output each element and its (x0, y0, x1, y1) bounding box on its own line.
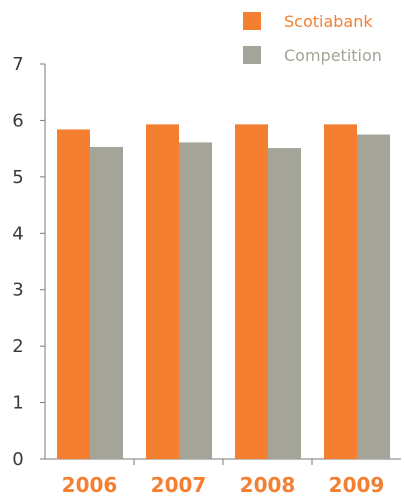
y-tick-label: 0 (12, 449, 23, 470)
x-tick-label: 2008 (240, 473, 296, 497)
x-tick-label: 2007 (151, 473, 207, 497)
bar-competition-2008 (268, 148, 301, 460)
bar-scotiabank-2006 (57, 129, 90, 459)
y-tick-label: 5 (12, 167, 23, 188)
y-tick-label: 6 (12, 110, 23, 131)
bar-competition-2009 (357, 134, 390, 460)
bars (57, 124, 390, 460)
legend-label-scotiabank: Scotiabank (284, 12, 373, 31)
y-axis: 0 1 2 3 4 5 6 7 (12, 54, 46, 470)
y-tick-label: 3 (12, 280, 23, 301)
bar-scotiabank-2007 (146, 124, 179, 459)
x-axis: 2006 2007 2008 2009 (45, 458, 401, 497)
legend-label-competition: Competition (284, 46, 382, 65)
x-tick-label: 2009 (329, 473, 385, 497)
y-tick-label: 2 (12, 336, 23, 357)
legend-swatch-competition (243, 46, 261, 64)
x-tick-label: 2006 (62, 473, 118, 497)
bar-competition-2006 (90, 146, 123, 459)
legend: Scotiabank Competition (243, 12, 382, 65)
bar-scotiabank-2009 (324, 124, 357, 459)
bar-competition-2007 (179, 142, 212, 459)
y-tick-label: 1 (12, 393, 23, 414)
y-tick-label: 7 (12, 54, 23, 75)
legend-swatch-scotiabank (243, 12, 261, 30)
y-tick-label: 4 (12, 223, 23, 244)
bar-scotiabank-2008 (235, 124, 268, 459)
